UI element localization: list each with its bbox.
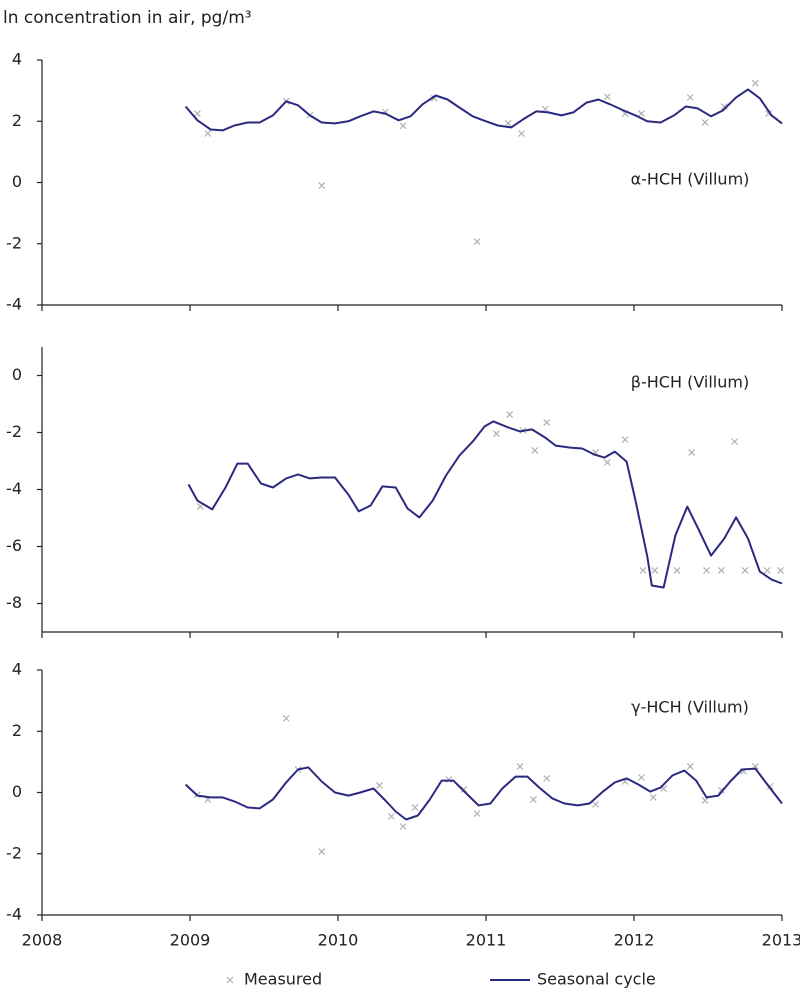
measured-point [621, 436, 629, 444]
measured-point [639, 567, 647, 574]
y-tick-label: 4 [12, 50, 22, 69]
y-tick-label: -4 [6, 905, 22, 924]
measured-point [592, 801, 599, 808]
x-tick-label: 2013 [762, 931, 800, 950]
measured-point [504, 119, 512, 127]
y-tick-label: 4 [12, 660, 22, 679]
measured-point [763, 567, 771, 574]
measured-point [717, 567, 725, 574]
seasonal-line [184, 766, 783, 821]
measured-point [731, 438, 739, 446]
measured-point [531, 447, 539, 454]
y-axis-title: ln concentration in air, pg/m³ [3, 8, 252, 28]
y-tick-label: -8 [6, 593, 22, 612]
annotation: γ-HCH (Villum) [631, 698, 749, 717]
measured-point [686, 763, 694, 770]
measured-point [703, 567, 710, 574]
y-tick-label: 0 [12, 782, 22, 801]
measured-point [193, 110, 201, 118]
measured-point [399, 823, 407, 830]
annotation: α-HCH (Villum) [631, 170, 750, 189]
measured-point [473, 238, 481, 246]
measured-point [603, 93, 611, 101]
y-tick-label: 2 [12, 721, 22, 740]
measured-point [637, 774, 645, 781]
measured-point [720, 103, 728, 110]
measured-point [518, 130, 525, 137]
measured-point [411, 804, 419, 811]
measured-point [376, 782, 383, 789]
x-tick-label: 2010 [318, 931, 359, 950]
measured-point [529, 796, 537, 803]
x-tick-label: 2008 [22, 931, 63, 950]
measured-point [473, 810, 481, 818]
annotation: β-HCH (Villum) [631, 373, 749, 392]
y-tick-label: -4 [6, 295, 22, 314]
measured-point [318, 182, 326, 189]
measured-point [492, 430, 500, 438]
measured-point [741, 567, 749, 574]
y-tick-label: -2 [6, 233, 22, 252]
seasonal-line [187, 420, 783, 589]
y-tick-label: -4 [6, 479, 22, 498]
measured-point [543, 774, 551, 782]
y-tick-label: 0 [12, 172, 22, 191]
x-tick-label: 2011 [466, 931, 507, 950]
measured-point [649, 793, 657, 801]
legend-label: Measured [244, 970, 322, 989]
x-tick-label: 2009 [170, 931, 211, 950]
measured-point [204, 130, 212, 137]
seasonal-line [184, 88, 783, 132]
measured-point [673, 567, 681, 574]
legend-label: Seasonal cycle [537, 970, 656, 989]
y-tick-label: -2 [6, 422, 22, 441]
y-tick-label: 2 [12, 111, 22, 130]
y-tick-label: 0 [12, 365, 22, 384]
measured-point [516, 763, 524, 770]
measured-point [777, 567, 784, 574]
measured-point [506, 411, 514, 418]
measured-point [282, 714, 290, 722]
measured-point [603, 459, 611, 466]
y-tick-label: -6 [6, 536, 22, 555]
measured-point [701, 119, 709, 126]
measured-point [543, 419, 551, 426]
legend-marker [226, 976, 234, 984]
measured-point [651, 567, 659, 574]
measured-point [701, 797, 709, 804]
measured-point [751, 79, 759, 87]
measured-point [387, 812, 395, 820]
measured-point [688, 449, 696, 456]
y-tick-label: -2 [6, 843, 22, 862]
x-tick-label: 2012 [614, 931, 655, 950]
measured-point [637, 110, 645, 118]
measured-point [318, 848, 326, 856]
measured-point [460, 786, 468, 793]
measured-point [686, 93, 694, 101]
measured-point [399, 122, 407, 130]
